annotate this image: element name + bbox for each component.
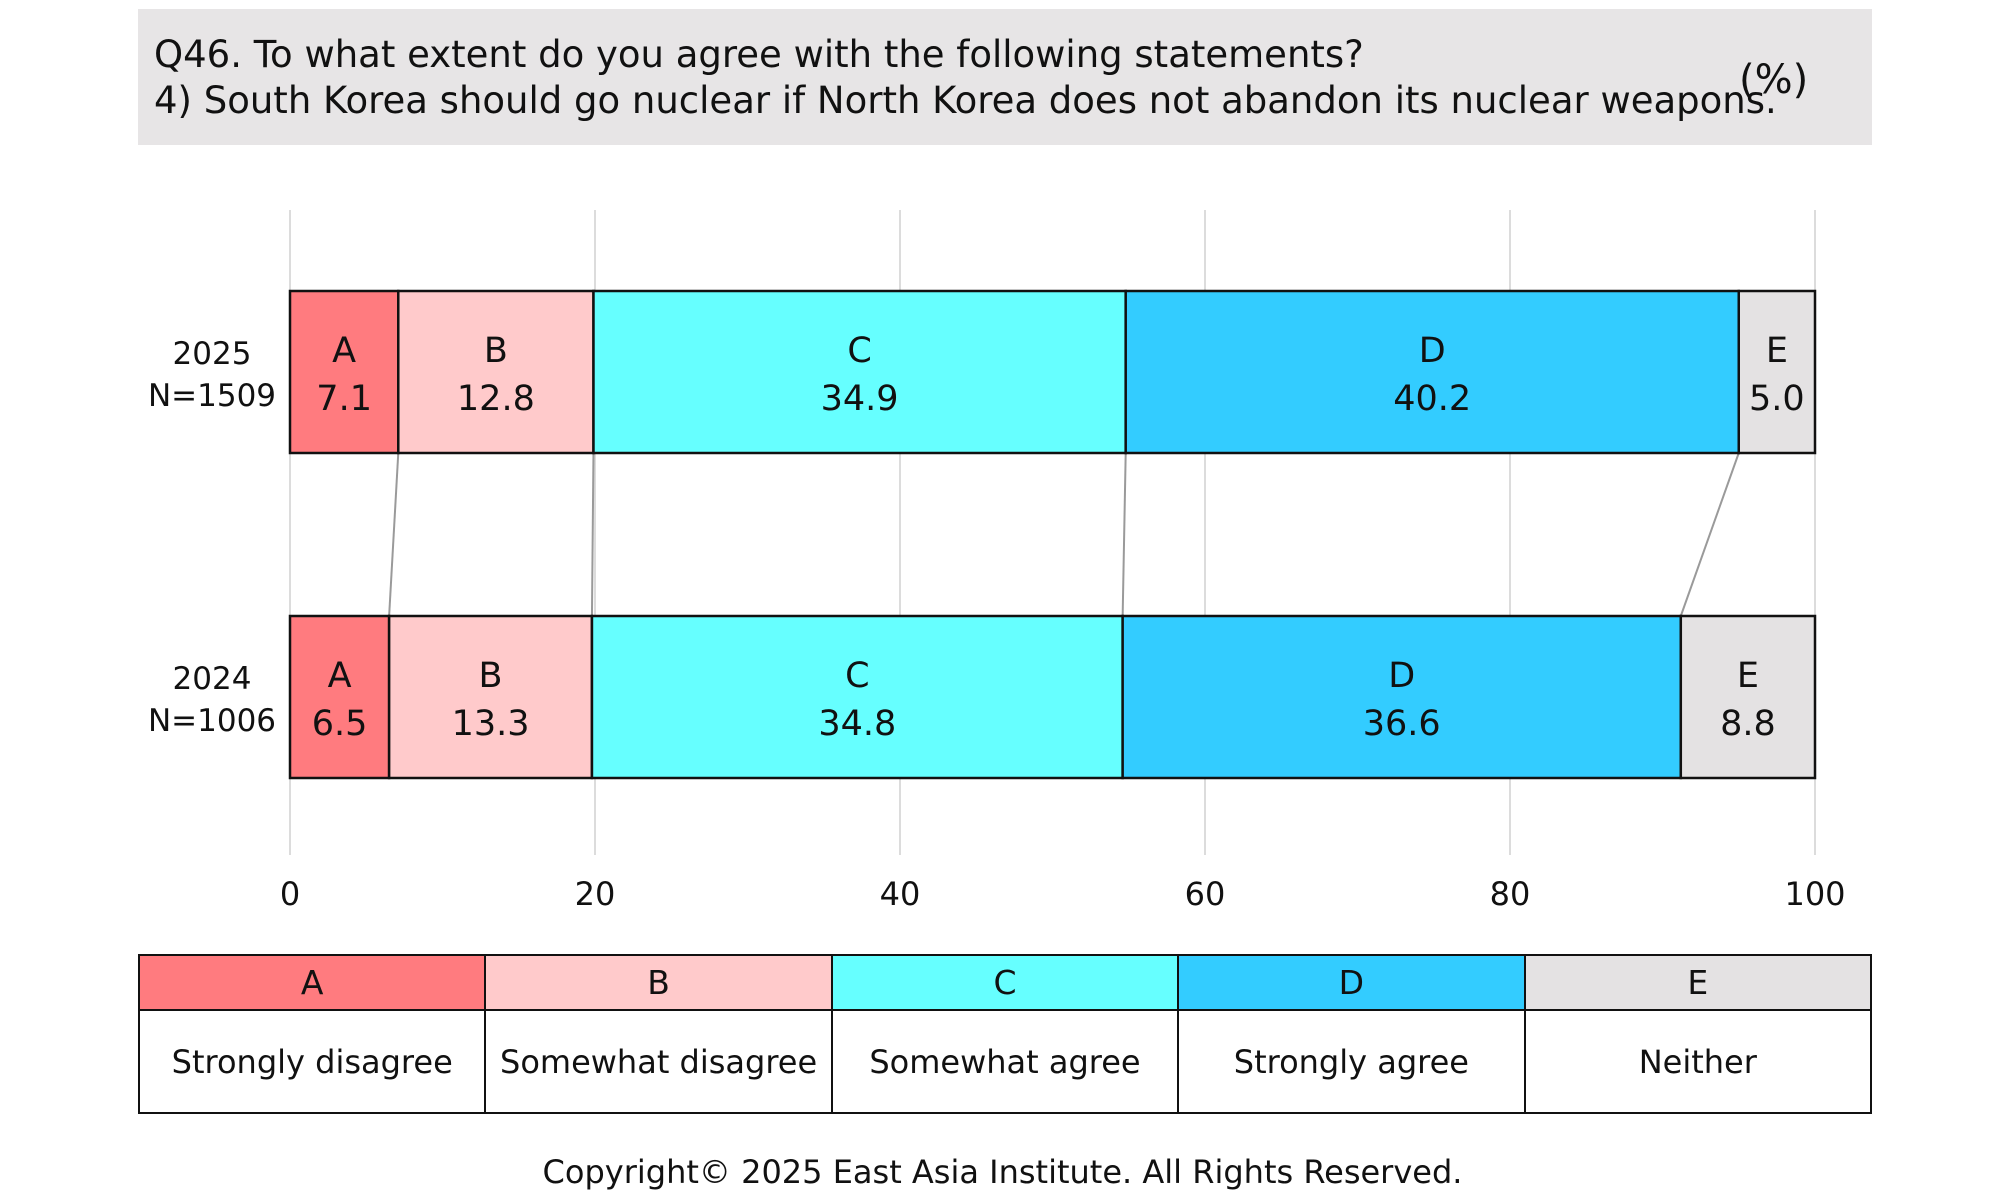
bar-segment bbox=[1124, 289, 1740, 455]
legend-label-d: Strongly agree bbox=[1177, 1009, 1526, 1114]
legend-label-b: Somewhat disagree bbox=[484, 1009, 833, 1114]
legend-code-c: C bbox=[830, 954, 1180, 1011]
x-tick-label: 60 bbox=[1185, 875, 1226, 913]
segment-code-label: C bbox=[847, 331, 871, 371]
legend-label-e: Neither bbox=[1523, 1009, 1873, 1114]
segment-code-label: E bbox=[1766, 331, 1788, 371]
bar-segment bbox=[288, 614, 391, 780]
segment-value-label: 36.6 bbox=[1363, 704, 1441, 744]
x-tick-label: 100 bbox=[1784, 875, 1845, 913]
bar-segment bbox=[592, 289, 1127, 455]
bar-segment bbox=[1737, 289, 1817, 455]
bar-segment bbox=[288, 289, 400, 455]
segment-code-label: D bbox=[1419, 331, 1446, 371]
bar-segment bbox=[1679, 614, 1817, 780]
connector-line bbox=[1121, 452, 1127, 617]
segment-code-label: D bbox=[1388, 656, 1415, 696]
segment-code-label: B bbox=[484, 331, 508, 371]
x-tick-label: 20 bbox=[575, 875, 616, 913]
bar-segment bbox=[397, 289, 595, 455]
stacked-bar-chart: 0 20 40 60 80 100 2025 N=1509 A 7.1 B 12.8 C 34.9 D 40.… bbox=[148, 210, 1846, 913]
segment-code-label: E bbox=[1737, 656, 1759, 696]
segment-value-label: 12.8 bbox=[457, 379, 535, 419]
x-tick-label: 40 bbox=[880, 875, 921, 913]
segment-value-label: 40.2 bbox=[1393, 379, 1471, 419]
bar-sample-size: N=1509 bbox=[148, 378, 276, 414]
bar-segment bbox=[1121, 614, 1683, 780]
x-tick-label: 80 bbox=[1490, 875, 1531, 913]
segment-value-label: 34.8 bbox=[818, 704, 896, 744]
connector-line bbox=[590, 452, 595, 617]
connector-line bbox=[388, 452, 400, 617]
bar-category-label: 2025 bbox=[173, 336, 252, 372]
copyright-text: Copyright© 2025 East Asia Institute. All… bbox=[542, 1153, 1463, 1191]
unit-label: (%) bbox=[1739, 57, 1809, 103]
legend-code-e: E bbox=[1523, 954, 1873, 1011]
bar-segment bbox=[387, 614, 594, 780]
bar-category-label: 2024 bbox=[173, 661, 252, 697]
connector-line bbox=[1679, 452, 1740, 617]
legend-label-a: Strongly disagree bbox=[137, 1009, 487, 1114]
legend-table: A B C D E Strongly disagree Somewhat dis… bbox=[137, 954, 1873, 1114]
segment-value-label: 13.3 bbox=[452, 704, 530, 744]
segment-code-label: C bbox=[845, 656, 869, 696]
bar-segment bbox=[590, 614, 1124, 780]
segment-value-label: 5.0 bbox=[1749, 379, 1805, 419]
legend-label-c: Somewhat agree bbox=[830, 1009, 1180, 1114]
chart-header: Q46. To what extent do you agree with th… bbox=[138, 9, 1872, 145]
segment-code-label: A bbox=[328, 656, 352, 696]
legend-code-b: B bbox=[484, 954, 833, 1011]
segment-value-label: 34.9 bbox=[821, 379, 899, 419]
x-tick-label: 0 bbox=[280, 875, 300, 913]
segment-value-label: 6.5 bbox=[312, 704, 368, 744]
question-text: Q46. To what extent do you agree with th… bbox=[154, 33, 1364, 76]
segment-value-label: 7.1 bbox=[316, 379, 372, 419]
segment-code-label: A bbox=[332, 331, 356, 371]
legend-code-a: A bbox=[137, 954, 487, 1011]
bar-sample-size: N=1006 bbox=[148, 703, 276, 739]
legend-code-d: D bbox=[1177, 954, 1526, 1011]
statement-text: 4) South Korea should go nuclear if Nort… bbox=[154, 79, 1777, 122]
segment-value-label: 8.8 bbox=[1720, 704, 1776, 744]
segment-code-label: B bbox=[479, 656, 503, 696]
